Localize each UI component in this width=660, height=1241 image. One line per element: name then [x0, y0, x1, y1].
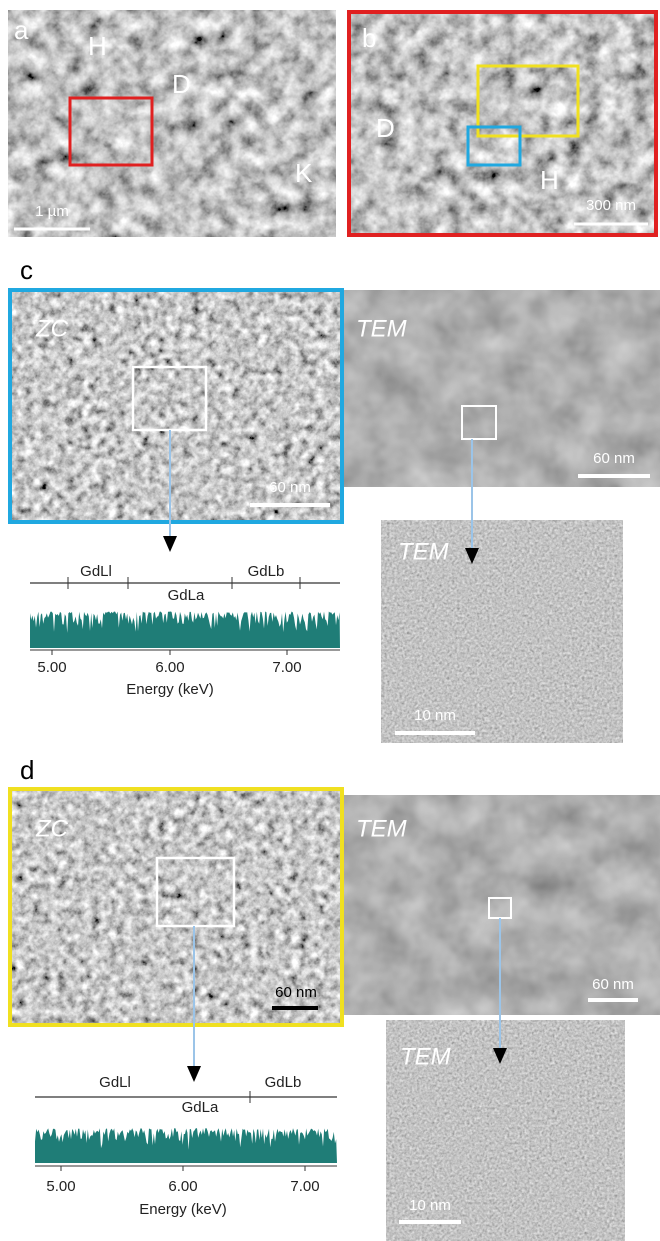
arrow-head — [187, 1066, 201, 1082]
x-axis-label: Energy (keV) — [139, 1201, 227, 1218]
x-tick-label: 6.00 — [155, 659, 184, 676]
region-label: K — [295, 158, 313, 188]
x-axis-label: Energy (keV) — [126, 681, 214, 698]
line-label: GdLl — [80, 563, 112, 580]
spectrum: GdLl GdLb GdLa 5.00 6.00 7.00 Energy (ke… — [35, 1074, 337, 1218]
line-label: GdLa — [168, 587, 205, 604]
scale-label: 60 nm — [275, 984, 317, 1001]
spectrum-trace — [35, 1128, 337, 1163]
image-title: ZC — [35, 815, 69, 842]
scale-label: 60 nm — [269, 479, 311, 496]
image-title: ZC — [35, 315, 69, 342]
spectrum: GdLl GdLb GdLa 5.00 6.00 7.00 Energy (ke… — [30, 563, 340, 698]
scale-label: 60 nm — [593, 450, 635, 467]
x-tick-label: 7.00 — [290, 1178, 319, 1195]
line-label: GdLb — [248, 563, 285, 580]
x-tick-label: 6.00 — [168, 1178, 197, 1195]
region-label: D — [376, 113, 395, 143]
panel-label: d — [20, 755, 34, 785]
scale-label: 10 nm — [409, 1197, 451, 1214]
spectrum-trace — [30, 612, 340, 649]
line-label: GdLa — [182, 1099, 219, 1116]
figure: a H D K 1 µm b D H 300 nm c ZC 60 nm TEM… — [0, 0, 660, 1241]
image-title: TEM — [398, 538, 449, 565]
x-tick-label: 7.00 — [272, 659, 301, 676]
panel-label: b — [362, 23, 376, 53]
line-label: GdLb — [265, 1074, 302, 1091]
line-label: GdLl — [99, 1074, 131, 1091]
panel-label: a — [14, 15, 29, 45]
panel-label: c — [20, 255, 33, 285]
region-label: H — [88, 31, 107, 61]
scale-label: 60 nm — [592, 976, 634, 993]
x-tick-label: 5.00 — [37, 659, 66, 676]
x-tick-label: 5.00 — [46, 1178, 75, 1195]
arrow-head — [163, 536, 177, 552]
region-label: H — [540, 165, 559, 195]
scale-label: 300 nm — [586, 197, 636, 214]
image-title: TEM — [400, 1043, 451, 1070]
scale-label: 1 µm — [35, 203, 69, 220]
image-title: TEM — [356, 815, 407, 842]
scale-label: 10 nm — [414, 707, 456, 724]
image-title: TEM — [356, 315, 407, 342]
region-label: D — [172, 69, 191, 99]
